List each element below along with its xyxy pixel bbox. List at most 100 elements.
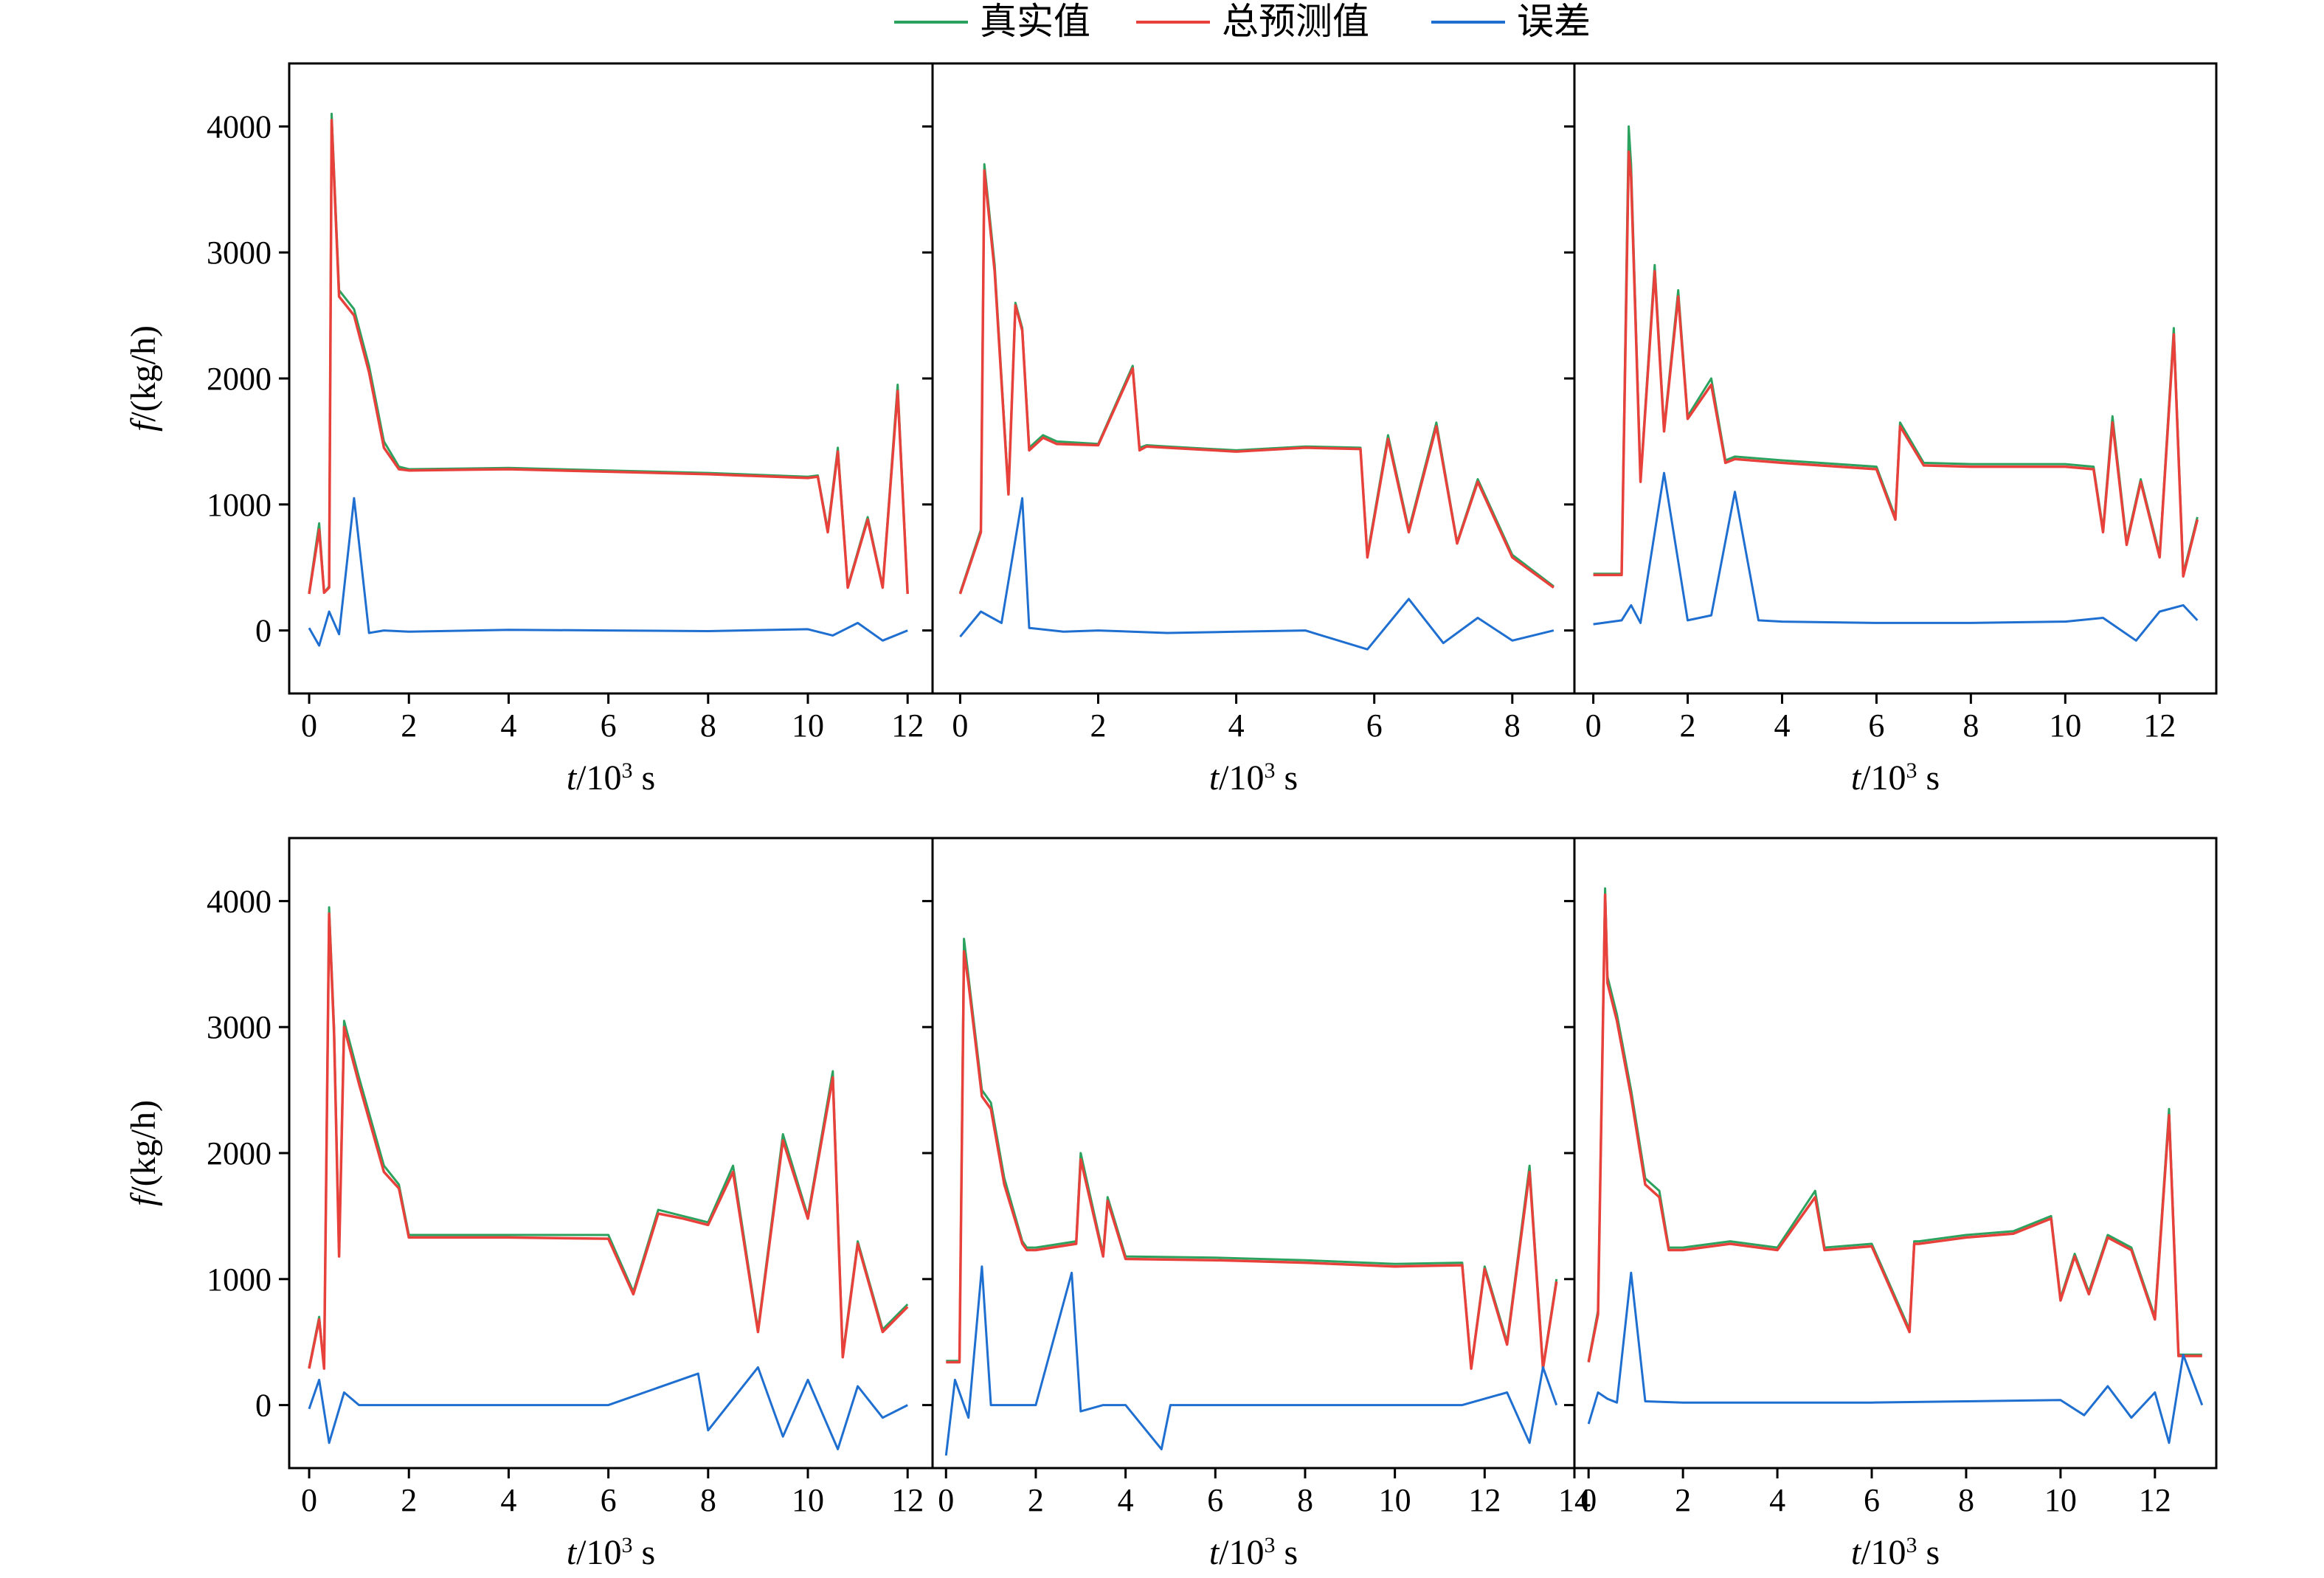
x-tick-label: 0 <box>938 1482 954 1518</box>
x-tick-label: 6 <box>601 707 617 744</box>
x-tick-label: 2 <box>1680 707 1696 744</box>
series-line-error <box>1587 1271 2204 1444</box>
y-axis-title: f/(kg/h) <box>124 1100 163 1206</box>
legend: 真实值 总预测值 误差 <box>894 0 1591 43</box>
x-tick-label: 12 <box>891 1482 924 1518</box>
x-tick-label: 6 <box>601 1482 617 1518</box>
y-tick-label: 3000 <box>207 235 272 271</box>
x-tick-label: 6 <box>1868 707 1884 744</box>
series-group <box>1587 887 2204 1444</box>
x-tick-label: 12 <box>2143 707 2176 744</box>
series-line-error <box>308 1366 908 1450</box>
plot-frame <box>288 62 934 695</box>
legend-label-predicted: 总预测值 <box>1222 0 1369 43</box>
x-tick-label: 4 <box>1769 1482 1785 1518</box>
x-tick-label: 6 <box>1366 707 1383 744</box>
x-tick-label: 8 <box>1297 1482 1313 1518</box>
x-tick-label: 6 <box>1864 1482 1880 1518</box>
x-tick-label: 8 <box>1962 707 1979 744</box>
plot-frame <box>931 837 1576 1470</box>
y-tick-label: 4000 <box>207 108 272 145</box>
series-line-true <box>1587 887 2202 1362</box>
x-tick-label: 0 <box>301 1482 317 1518</box>
x-tick-label: 0 <box>1580 1482 1597 1518</box>
legend-item-true: 真实值 <box>894 0 1090 43</box>
x-tick-label: 10 <box>2049 707 2081 744</box>
legend-label-error: 误差 <box>1517 0 1591 43</box>
series-group <box>958 163 1554 651</box>
series-group <box>308 112 909 647</box>
series-line-predicted <box>308 119 909 595</box>
x-tick-label: 12 <box>2139 1482 2171 1518</box>
x-tick-label: 2 <box>1090 707 1107 744</box>
y-tick-label: 1000 <box>207 487 272 523</box>
series-group <box>944 938 1558 1456</box>
x-axis-title: t/103 s <box>567 758 655 798</box>
x-tick-label: 10 <box>792 1482 824 1518</box>
legend-item-error: 误差 <box>1431 0 1591 43</box>
x-axis-title: t/103 s <box>567 1533 655 1573</box>
panel-5: 0 2 4 6 8 10 12 14 t/103 s <box>922 837 1591 1573</box>
panel-6: 0 2 4 6 8 10 12 t/103 s <box>1564 837 2218 1573</box>
x-tick-label: 10 <box>2044 1482 2077 1518</box>
x-tick-label: 4 <box>500 1482 516 1518</box>
series-line-true <box>308 906 909 1368</box>
y-tick-label: 1000 <box>207 1262 272 1298</box>
x-tick-label: 2 <box>1675 1482 1691 1518</box>
series-line-error <box>959 496 1554 651</box>
y-tick-label: 4000 <box>207 883 272 919</box>
x-tick-label: 2 <box>401 707 417 744</box>
series-line-predicted <box>946 949 1558 1370</box>
panel-2: 0 2 4 6 8 t/103 s <box>922 62 1576 798</box>
series-line-true <box>308 112 909 594</box>
legend-label-true: 真实值 <box>980 0 1090 43</box>
series-line-predicted <box>308 912 909 1370</box>
series-line-error <box>944 1265 1558 1456</box>
x-axis-title: t/103 s <box>1851 1533 1940 1573</box>
x-tick-label: 8 <box>700 707 716 744</box>
x-tick-label: 8 <box>700 1482 716 1518</box>
x-axis-title: t/103 s <box>1209 1533 1298 1573</box>
x-tick-label: 0 <box>1585 707 1602 744</box>
y-tick-label: 0 <box>255 1388 272 1424</box>
x-tick-label: 12 <box>891 707 924 744</box>
x-tick-label: 2 <box>401 1482 417 1518</box>
x-tick-label: 6 <box>1207 1482 1223 1518</box>
plot-frame <box>1573 837 2218 1470</box>
series-line-predicted <box>958 169 1554 595</box>
x-tick-label: 8 <box>1504 707 1521 744</box>
y-tick-label: 3000 <box>207 1009 272 1045</box>
x-tick-label: 2 <box>1028 1482 1044 1518</box>
series-group <box>1593 125 2199 642</box>
x-tick-label: 10 <box>792 707 824 744</box>
series-line-true <box>958 163 1554 593</box>
x-tick-label: 8 <box>1958 1482 1974 1518</box>
series-group <box>308 906 909 1450</box>
x-tick-label: 12 <box>1468 1482 1501 1518</box>
x-tick-label: 10 <box>1379 1482 1411 1518</box>
y-axis-title: f/(kg/h) <box>124 325 163 432</box>
x-axis-title: t/103 s <box>1851 758 1940 798</box>
series-line-error <box>1593 471 2199 642</box>
x-tick-label: 4 <box>1118 1482 1134 1518</box>
y-tick-label: 0 <box>255 613 272 649</box>
y-tick-label: 2000 <box>207 1135 272 1172</box>
x-tick-label: 4 <box>500 707 516 744</box>
plot-frame <box>931 62 1576 695</box>
panel-4: 0 2 4 6 8 10 12 0 1000 2000 3000 4000 t/103 s f/(kg/h… <box>124 837 934 1573</box>
series-line-error <box>308 496 908 647</box>
x-axis-title: t/103 s <box>1209 758 1298 798</box>
x-tick-label: 4 <box>1228 707 1245 744</box>
series-line-predicted <box>1587 893 2202 1363</box>
y-tick-label: 2000 <box>207 361 272 397</box>
x-tick-label: 0 <box>952 707 968 744</box>
x-tick-label: 4 <box>1774 707 1790 744</box>
x-tick-label: 0 <box>301 707 317 744</box>
panel-1: 0 2 4 6 8 10 12 0 1000 2000 3000 4000 t/103 s f/(kg/h… <box>124 62 934 798</box>
x-tick-label: 14 <box>1558 1482 1591 1518</box>
legend-item-predicted: 总预测值 <box>1136 0 1369 43</box>
panel-3: 0 2 4 6 8 10 12 t/103 s <box>1564 62 2218 798</box>
series-line-predicted <box>1593 150 2199 578</box>
